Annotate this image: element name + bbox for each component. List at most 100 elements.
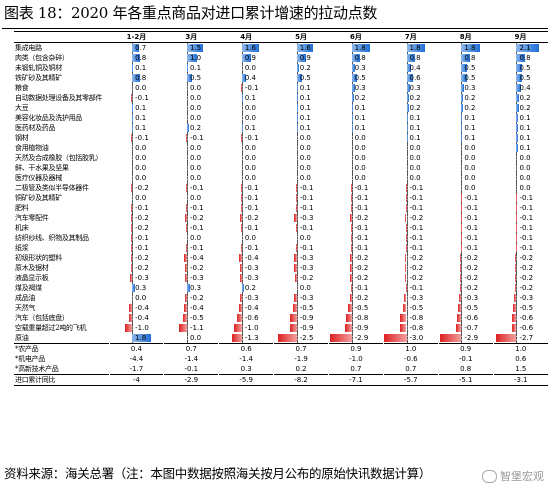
value-cell: 0.0 (218, 63, 274, 73)
row-label: 成品油 (15, 294, 36, 302)
value-label: -0.2 (519, 264, 534, 272)
bar-area: 0.3 (165, 283, 218, 293)
zero-axis (461, 233, 463, 243)
value-label: 0.2 (409, 94, 421, 102)
bar-area: -0.1 (220, 243, 273, 253)
positive-bar (406, 94, 409, 102)
bar-area: -0.1 (384, 223, 437, 233)
summary-row: *农产品 0.4 0.7 0.6 0.7 0.9 1.0 0.9 1.0 (14, 343, 548, 354)
row-label: 天然及合成橡胶（包括胶乳） (15, 154, 103, 162)
zero-axis (187, 183, 188, 193)
bar-area: 0.1 (110, 103, 163, 113)
zero-axis (132, 93, 134, 103)
negative-bar (294, 264, 297, 272)
positive-bar (516, 44, 539, 52)
value-cell: -0.2 (492, 273, 548, 283)
value-cell: 0.1 (382, 123, 439, 133)
value-cell: -0.2 (437, 273, 494, 283)
bar-area: 0.0 (165, 93, 218, 103)
value-label: -0.5 (409, 304, 424, 312)
zero-axis (296, 223, 298, 233)
table-row: 初级形状的塑料 -0.2 -0.4 -0.4 -0.3 -0.2 -0.2 -0.2 -0.2 (14, 253, 548, 263)
value-label: -0.3 (299, 214, 314, 222)
summary-value: -0.1 (163, 364, 219, 375)
zero-axis (132, 233, 134, 243)
bar-area: -0.4 (165, 253, 218, 263)
value-cell: -2.7 (492, 333, 548, 344)
value-cell: -0.1 (273, 203, 329, 213)
value-label: 0.5 (519, 74, 531, 82)
zero-axis (132, 143, 134, 153)
zero-axis (516, 203, 518, 213)
value-label: 0.7 (135, 44, 147, 52)
value-label: -0.3 (190, 274, 204, 282)
value-label: 0.1 (190, 64, 202, 72)
zero-axis (241, 133, 243, 143)
value-cell: -0.1 (108, 133, 164, 143)
summary-value: 1.5 (492, 364, 548, 375)
bar-area: 0.0 (329, 173, 382, 183)
bar-area: 0.0 (165, 113, 218, 123)
table-row: 原木及锯材 -0.2 -0.2 -0.3 -0.3 -0.2 -0.2 -0.2 -0.2 (14, 263, 548, 273)
value-cell: -0.9 (273, 313, 329, 323)
bar-area: 0.4 (220, 73, 273, 83)
value-cell: 0.0 (437, 173, 494, 183)
bar-area: 0.5 (275, 73, 328, 83)
negative-bar (350, 284, 352, 292)
value-cell: 0.0 (328, 133, 384, 143)
bar-area: -0.6 (439, 313, 492, 323)
value-label: -0.8 (354, 314, 369, 322)
positive-bar (132, 64, 134, 72)
bar-area: 2.1 (494, 43, 548, 53)
value-cell: -0.8 (382, 313, 439, 323)
bar-area: 0.7 (110, 43, 163, 53)
value-cell: -0.2 (273, 273, 329, 283)
value-label: 0.0 (190, 114, 202, 122)
table-row: 汽车（包括底盘） -0.4 -0.5 -0.6 -0.9 -0.8 -0.8 -0.6 -0.6 (14, 313, 548, 323)
bar-area: 0.1 (494, 113, 548, 123)
value-cell: 0.1 (492, 143, 548, 153)
zero-axis (351, 263, 353, 273)
negative-bar (294, 214, 297, 222)
value-cell: 0.3 (163, 283, 219, 293)
bar-area: 0.5 (439, 63, 492, 73)
bar-area: 0.8 (110, 53, 163, 63)
value-label: 0.1 (135, 114, 147, 122)
positive-bar (187, 64, 189, 72)
zero-axis (296, 293, 298, 303)
negative-bar (295, 184, 297, 192)
value-cell: 0.0 (382, 173, 439, 183)
row-label: 粮食 (15, 84, 29, 92)
bar-area: 0.5 (439, 73, 492, 83)
row-label: 汽车零配件 (15, 214, 49, 222)
value-cell: -0.3 (218, 273, 274, 283)
zero-axis (406, 333, 408, 343)
bar-area: 0.1 (329, 123, 382, 133)
value-cell: -0.3 (382, 293, 439, 303)
zero-axis (461, 153, 463, 163)
value-label: -0.1 (135, 94, 149, 102)
value-cell: 0.1 (273, 83, 329, 93)
bar-area: 0.0 (165, 143, 218, 153)
value-cell: -0.1 (328, 203, 384, 213)
value-label: 0.5 (354, 74, 366, 82)
negative-bar (350, 264, 352, 272)
row-label: 鲜、干水果及坚果 (15, 164, 69, 172)
positive-bar (461, 84, 465, 92)
row-label: 煤及褐煤 (15, 284, 42, 292)
positive-bar (132, 44, 140, 52)
bar-area: 0.0 (329, 153, 382, 163)
bar-area: -0.1 (275, 243, 328, 253)
bar-area: -0.1 (220, 133, 273, 143)
bar-area: 0.2 (165, 123, 218, 133)
positive-bar (351, 84, 355, 92)
zero-axis (132, 293, 134, 303)
value-label: 0.0 (519, 164, 531, 172)
zero-axis (406, 233, 408, 243)
positive-bar (241, 54, 252, 62)
zero-axis (187, 93, 188, 103)
value-label: 1.6 (244, 44, 257, 52)
zero-axis (132, 323, 134, 333)
value-cell: 0.1 (218, 93, 274, 103)
value-cell: 0.4 (218, 73, 274, 83)
